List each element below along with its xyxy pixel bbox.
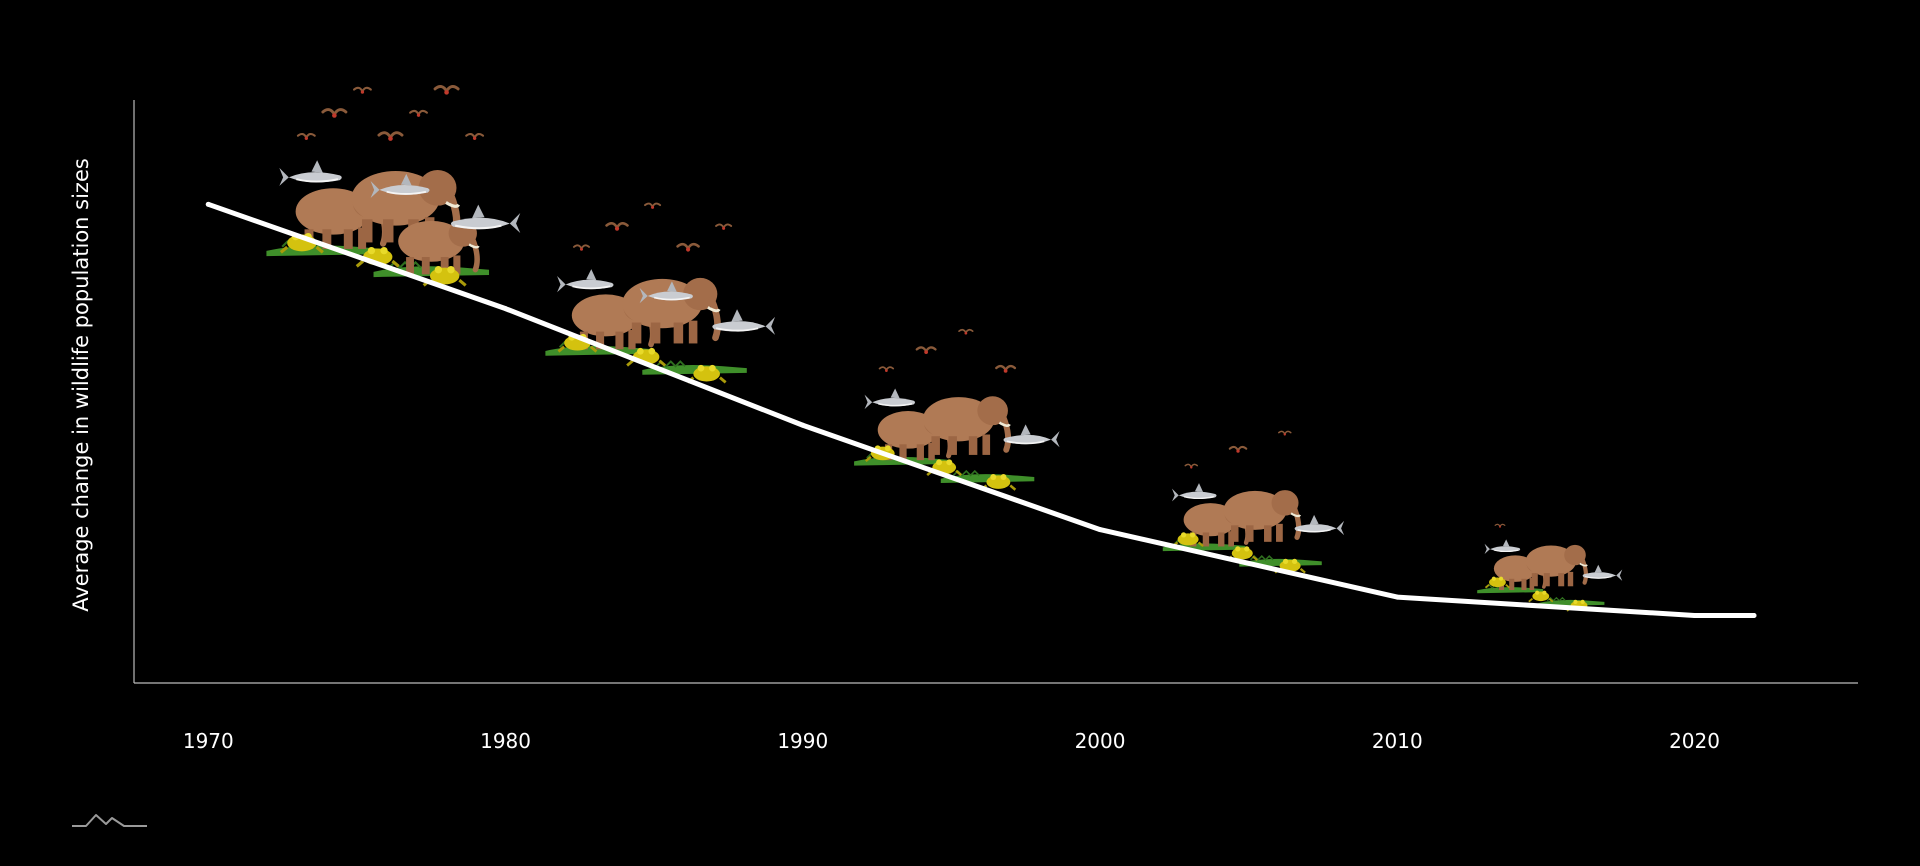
- mountain-logo-icon: [72, 814, 147, 827]
- shark-icon: [1484, 539, 1521, 554]
- shark-icon: [1172, 483, 1217, 502]
- x-tick-label: 1970: [183, 729, 234, 753]
- x-tick-label: 1980: [480, 729, 531, 753]
- bird-icon: [1184, 463, 1199, 469]
- frog-icon: [1528, 590, 1554, 603]
- bird-icon: [644, 202, 662, 209]
- shark-icon: [450, 204, 521, 233]
- bird-icon: [433, 85, 460, 95]
- elephant-icon: [1223, 490, 1302, 542]
- bird-icon: [572, 244, 591, 251]
- frog-icon: [980, 474, 1017, 491]
- data-point: [1394, 594, 1400, 600]
- x-tick-labels: 1970 1980 1990 2000 2010 2020: [183, 729, 1720, 753]
- x-tick-label: 1990: [777, 729, 828, 753]
- y-axis-label: Average change in wildlife population si…: [69, 158, 93, 612]
- shark-icon: [1294, 514, 1345, 536]
- bird-icon: [1228, 445, 1248, 453]
- shark-icon: [864, 388, 916, 410]
- bird-icon: [321, 108, 348, 118]
- elephant-icon: [1525, 544, 1589, 587]
- shark-icon: [1003, 424, 1060, 448]
- data-point: [205, 201, 211, 207]
- illustration-group: [1477, 523, 1623, 612]
- data-point: [800, 422, 806, 428]
- data-point: [1097, 527, 1103, 533]
- x-tick-label: 2010: [1372, 729, 1423, 753]
- frog-icon: [1484, 576, 1511, 589]
- bird-icon: [958, 328, 974, 335]
- shark-icon: [639, 281, 693, 304]
- illustration-group: [854, 328, 1060, 491]
- shark-icon: [1582, 564, 1623, 581]
- bird-icon: [995, 364, 1017, 373]
- bird-icon: [296, 132, 316, 140]
- bird-icon: [1494, 523, 1506, 528]
- bird-icon: [409, 109, 428, 117]
- shark-icon: [279, 160, 342, 186]
- bird-icon: [352, 86, 372, 94]
- bird-icon: [465, 132, 485, 140]
- bird-icon: [878, 366, 895, 372]
- illustration-group: [266, 85, 521, 287]
- frog-icon: [1226, 546, 1259, 561]
- bird-icon: [715, 223, 733, 230]
- wildlife-illustrations: [266, 85, 1623, 612]
- x-tick-label: 2000: [1075, 729, 1126, 753]
- bird-icon: [605, 222, 629, 231]
- data-point: [1692, 612, 1698, 618]
- frog-icon: [686, 364, 727, 384]
- shark-icon: [712, 309, 776, 335]
- bird-icon: [377, 131, 404, 141]
- data-point: [1751, 612, 1757, 618]
- data-points: [205, 201, 1757, 618]
- bird-icon: [1278, 430, 1292, 436]
- bird-icon: [676, 242, 700, 252]
- bird-icon: [915, 346, 937, 355]
- data-point: [503, 306, 509, 312]
- illustration-group: [1162, 430, 1345, 574]
- x-tick-label: 2020: [1669, 729, 1720, 753]
- illustration-group: [545, 202, 776, 384]
- shark-icon: [370, 173, 430, 198]
- shark-icon: [557, 269, 614, 293]
- elephant-icon: [398, 220, 480, 275]
- elephant-icon: [922, 396, 1012, 455]
